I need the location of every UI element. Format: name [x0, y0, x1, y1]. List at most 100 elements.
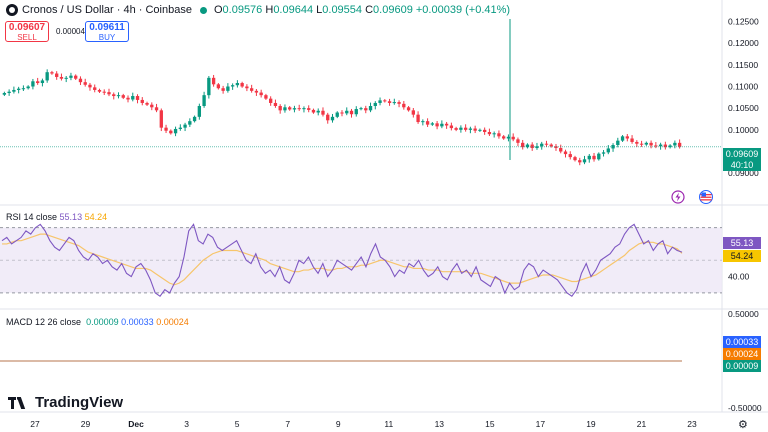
candle-body: [12, 89, 16, 92]
settings-gear-icon[interactable]: ⚙: [738, 419, 748, 431]
candle-body: [649, 142, 653, 146]
candle-body: [549, 144, 553, 147]
candle-body: [639, 143, 644, 145]
candle-body: [635, 141, 639, 144]
candle-body: [454, 128, 458, 130]
candle-body: [620, 136, 625, 141]
candle-body: [345, 110, 349, 114]
candle-body: [159, 110, 163, 128]
candle-body: [107, 92, 111, 95]
candle-body: [316, 110, 320, 113]
candle-body: [283, 107, 287, 111]
time-tick-label: 19: [586, 419, 596, 429]
candle-body: [525, 144, 530, 148]
candle-body: [230, 85, 235, 87]
candle-body: [506, 136, 511, 139]
candle-body: [435, 123, 439, 127]
candle-body: [387, 101, 392, 103]
candle-body: [2, 93, 7, 95]
time-tick-label: 29: [81, 419, 91, 429]
candle-body: [416, 114, 420, 123]
candle-body: [192, 116, 197, 122]
candle-body: [245, 86, 249, 89]
macd-legend[interactable]: MACD 12 26 close 0.00009 0.00033 0.00024: [6, 317, 189, 327]
candle-body: [478, 129, 482, 131]
candle-body: [31, 81, 35, 87]
ohlc-readout: O0.09576 H0.09644 L0.09554 C0.09609 +0.0…: [213, 4, 511, 16]
spread-value: 0.00004: [56, 27, 85, 36]
candle-body: [425, 121, 430, 125]
us-flag-icon[interactable]: [699, 190, 713, 204]
candle-body: [311, 109, 316, 113]
candle-body: [654, 145, 658, 147]
price-tick-label: 0.09000: [728, 168, 759, 178]
price-tick-label: 0.10500: [728, 103, 759, 113]
candle-body: [383, 100, 387, 102]
time-tick-label: 13: [435, 419, 445, 429]
time-tick-label: 15: [485, 419, 495, 429]
candle-body: [307, 108, 311, 110]
candle-body: [663, 144, 668, 148]
rsi-pane: [0, 223, 722, 297]
candle-body: [611, 145, 615, 149]
candle-body: [302, 108, 306, 110]
price-tick-label: 0.11500: [728, 60, 758, 70]
candle-body: [74, 75, 78, 79]
candle-body: [78, 78, 83, 83]
candle-body: [421, 121, 425, 123]
candle-body: [406, 107, 411, 111]
candle-body: [511, 136, 515, 140]
tradingview-brand[interactable]: TradingView: [8, 394, 123, 411]
candle-body: [126, 97, 130, 100]
candle-body: [278, 106, 282, 111]
candle-body: [616, 140, 620, 145]
candle-body: [459, 127, 463, 130]
candle-body: [169, 130, 173, 134]
candle-body: [154, 107, 159, 111]
time-tick-label: Dec: [128, 419, 144, 429]
pane-separators: [0, 0, 768, 413]
candle-body: [364, 108, 368, 111]
time-tick-label: 27: [30, 419, 40, 429]
candle-body: [211, 77, 216, 85]
candle-body: [430, 123, 435, 125]
macd-tick-label: -0.50000: [728, 403, 762, 413]
sell-button[interactable]: 0.09607 SELL: [5, 21, 49, 42]
candle-body: [69, 75, 73, 78]
candle-body: [135, 96, 140, 100]
candle-body: [487, 132, 492, 135]
candle-body: [630, 138, 634, 142]
candle-body: [463, 127, 468, 130]
candle-body: [359, 108, 363, 110]
candle-body: [397, 102, 401, 104]
candle-body: [592, 155, 596, 160]
candle-body: [563, 151, 568, 155]
candle-body: [150, 104, 154, 108]
cronos-logo-icon: [6, 4, 18, 16]
buy-button[interactable]: 0.09611 BUY: [85, 21, 129, 42]
candle-body: [340, 112, 344, 114]
candle-body: [288, 107, 292, 110]
candle-body: [7, 91, 11, 93]
candle-body: [378, 100, 382, 103]
candle-body: [606, 148, 610, 153]
candles: [2, 69, 682, 166]
hist-value-tag: 0.00024: [723, 348, 761, 360]
candle-body: [658, 144, 663, 147]
symbol-title[interactable]: Cronos / US Dollar · 4h · Coinbase: [22, 4, 192, 16]
candle-body: [449, 125, 454, 129]
candle-body: [116, 95, 121, 97]
change-readout: +0.00039 (+0.41%): [415, 4, 511, 16]
time-tick-label: 5: [235, 419, 240, 429]
candle-body: [444, 123, 449, 126]
candle-body: [492, 133, 496, 135]
candle-body: [40, 80, 45, 84]
candle-body: [373, 102, 377, 106]
candle-body: [64, 77, 68, 79]
time-tick-label: 21: [637, 419, 647, 429]
lightning-icon[interactable]: [671, 190, 685, 204]
rsi-legend[interactable]: RSI 14 close 55.13 54.24: [6, 212, 108, 222]
candle-body: [226, 86, 230, 91]
candle-body: [83, 82, 87, 85]
